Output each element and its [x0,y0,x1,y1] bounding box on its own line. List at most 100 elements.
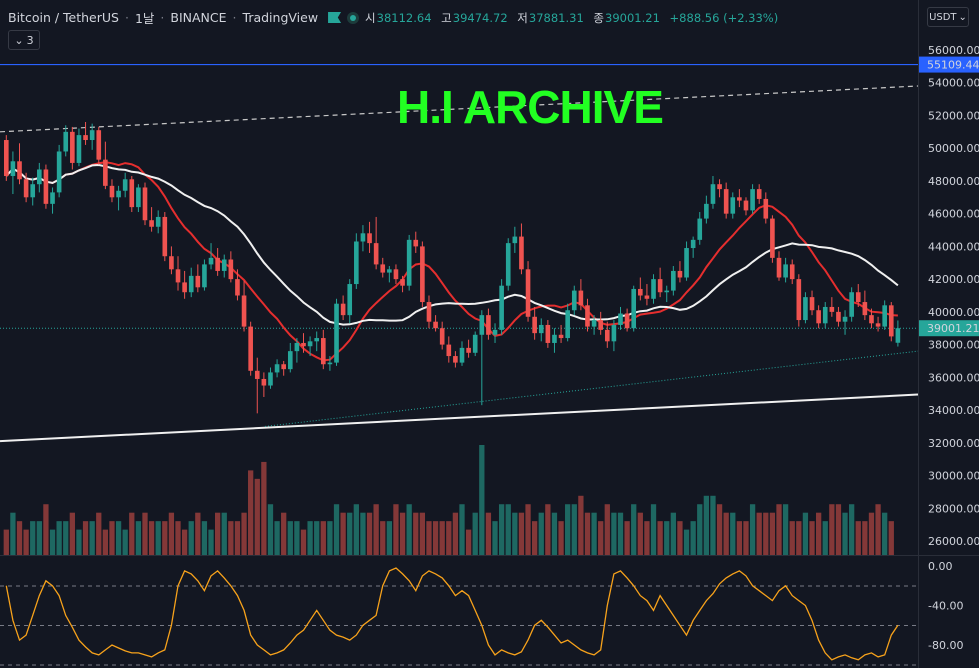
candle-body [30,184,36,198]
candle-body [314,338,320,342]
volume-bar [703,495,710,555]
volume-bar [214,512,221,555]
candle-body [56,151,62,193]
candle-body [809,297,815,311]
candle-body [664,290,670,293]
volume-bar [829,504,835,555]
candle-body [545,324,551,343]
volume-bar [30,521,36,555]
volume-bar [749,504,756,555]
candle-body [17,161,22,180]
volume-bar [677,521,683,555]
volume-bar [882,512,888,555]
volume-bar [789,521,795,555]
price-tick-label: 56000.00 [928,44,979,57]
candle-body [400,279,405,286]
candle-body [241,295,247,327]
price-tick-label: 46000.00 [928,208,979,221]
price-tick-label: 54000.00 [928,77,979,90]
candle-body [479,315,485,335]
volume-bar [3,529,9,555]
volume-bar [426,521,432,555]
candle-body [816,310,821,324]
candle-body [228,259,234,280]
volume-bar [241,512,247,555]
candle-body [829,306,835,312]
candle-body [519,236,524,270]
candle-body [301,342,306,347]
volume-bar [545,504,551,555]
candle-body [789,264,795,280]
price-tick-label: 32000.00 [928,437,979,450]
volume-bar [23,529,29,555]
indicators-toggle-button[interactable]: ⌄ 3 [8,30,40,50]
candle-body [268,372,273,386]
candle-body [439,328,445,345]
candle-body [221,259,227,271]
volume-bar [102,529,109,555]
volume-bar [360,512,366,555]
candle-body [697,218,703,240]
candle-body [552,334,557,343]
market-status-icon[interactable] [347,11,360,24]
price-axis[interactable]: 56000.00 54000.00 52000.00 50000.00 48000.00… [919,44,979,548]
price-tick-label: 40000.00 [928,306,979,319]
candle-body [737,197,742,201]
candle-body [855,292,861,303]
volume-bar [274,521,280,555]
volume-bar [565,504,571,555]
separator: · [232,10,237,25]
candle-body [360,233,366,242]
candle-body [261,378,267,386]
candle-body [538,324,544,334]
flag-icon[interactable] [328,12,342,23]
open-label: 시 [365,10,376,25]
volume-bar [373,504,379,555]
candle-body [591,320,597,327]
currency-selector[interactable]: USDT ⌄ [927,7,969,27]
exchange-label: BINANCE [170,10,227,25]
volume-bar [36,521,42,555]
volume-bar [307,521,313,555]
volume-bar [617,512,624,555]
volume-bar [888,521,894,555]
volume-bar [320,521,326,555]
volume-bar [624,521,630,555]
volume-bar [155,521,161,555]
candle-body [875,323,881,327]
volume-bar [862,521,868,555]
separator: · [160,10,165,25]
symbol-title[interactable]: Bitcoin / TetherUS [8,10,119,25]
candle-body [532,316,537,334]
candle-body [89,130,95,141]
volume-bar [353,504,359,555]
volume-bar [195,512,201,555]
volume-bar [380,521,386,555]
volume-bar [109,521,115,555]
volume-bar [796,521,802,555]
candle-body [3,140,9,177]
volume-bar [399,512,406,555]
volume-bar [432,521,439,555]
volume-bar [452,512,459,555]
volume-bar [56,521,62,555]
interval-label[interactable]: 1날 [134,11,155,26]
volume-bar [815,512,822,555]
ma-long-line [5,163,899,326]
candle-body [888,305,894,337]
candle-body [723,189,729,214]
candle-body [763,198,769,219]
candle-body [618,313,623,325]
separator: · [124,10,129,25]
candle-body [426,302,432,322]
volume-bar [314,521,320,555]
candle-body [690,239,696,249]
volume-bar [485,512,492,555]
volume-bar [498,504,505,555]
candle-body [136,187,141,208]
candle-body [208,257,214,265]
candle-body [704,203,709,219]
volume-bar [254,478,260,555]
candle-body [466,347,471,353]
